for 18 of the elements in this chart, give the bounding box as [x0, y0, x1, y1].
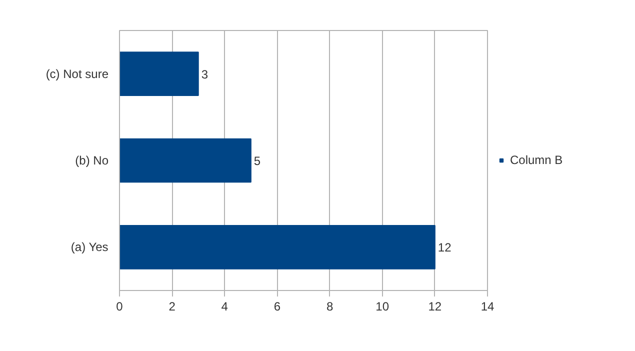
x-tick-label: 0: [116, 300, 124, 314]
x-tick-label: 2: [168, 300, 176, 314]
data-label: 12: [438, 240, 452, 255]
y-tick-label: (b) No: [75, 154, 109, 168]
x-tick-label: 6: [274, 300, 281, 314]
bar: [120, 225, 436, 270]
bar: [120, 138, 252, 183]
bar: [120, 52, 199, 96]
x-tick-label: 12: [428, 300, 442, 314]
y-tick-label: (a) Yes: [70, 240, 108, 254]
x-tick-label: 4: [221, 300, 228, 314]
x-tick-label: 8: [326, 300, 334, 314]
y-tick-label: (c) Not sure: [46, 66, 109, 81]
data-label: 5: [254, 154, 261, 168]
x-tick-label: 10: [376, 300, 390, 314]
x-tick-label: 14: [480, 300, 494, 314]
data-label: 3: [201, 67, 208, 82]
legend-label: Column B: [510, 153, 563, 167]
